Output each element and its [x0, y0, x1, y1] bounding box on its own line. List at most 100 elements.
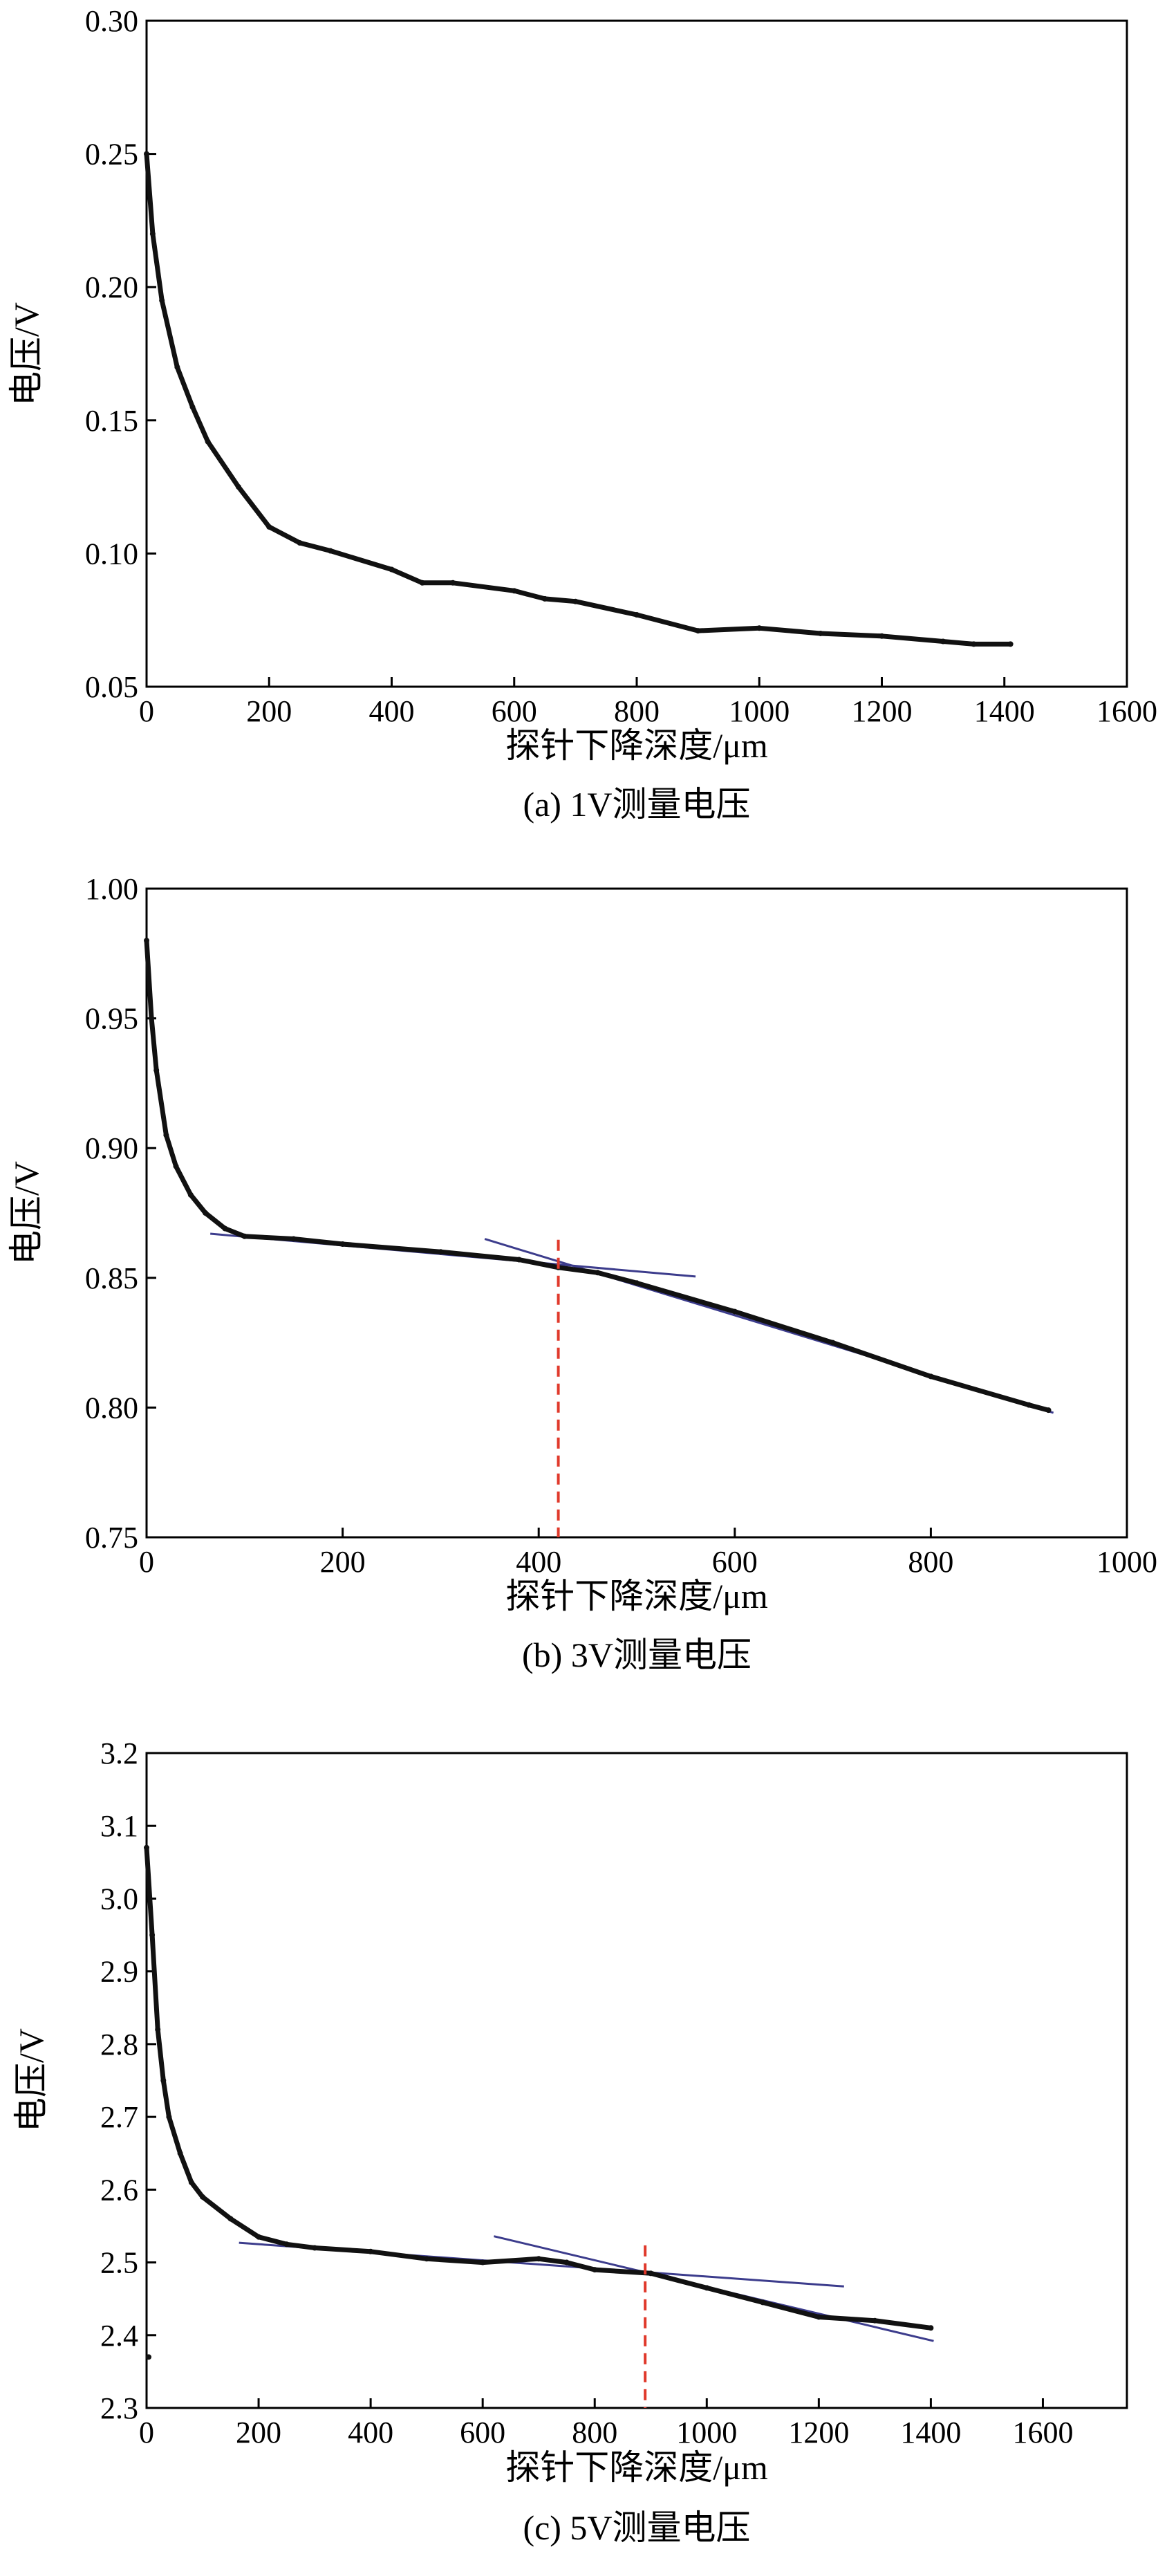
panel-c-x-tick-label: 1000: [676, 2416, 737, 2449]
panel-a-data-point: [159, 297, 165, 304]
panel-c-data-point: [155, 2026, 161, 2032]
panel-a-data-point: [756, 625, 763, 631]
panel-a-data-point: [189, 404, 196, 410]
panel-a-data-point: [266, 523, 272, 530]
panel-c-ylabel: 电压/V: [12, 2028, 50, 2132]
panel-c-x-tick-label: 0: [139, 2416, 154, 2449]
panel-a-data-point: [450, 580, 456, 586]
panel-b-data-point: [339, 1241, 346, 1248]
panel-b-x-tick-label: 200: [320, 1545, 366, 1579]
panel-c-y-tick-label: 2.3: [100, 2391, 138, 2425]
panel-a-x-tick-label: 1200: [852, 694, 913, 728]
panel-c-x-tick-label: 200: [236, 2416, 281, 2449]
panel-b-data-point: [830, 1340, 836, 1346]
panel-b-y-tick-label: 1.00: [85, 872, 138, 906]
panel-a-data-point: [572, 598, 579, 604]
panel-c-x-tick-label: 400: [348, 2416, 393, 2449]
panel-c-y-tick-label: 2.7: [100, 2100, 138, 2134]
panel-b-x-tick-label: 0: [139, 1545, 154, 1579]
panel-c-x-tick-label: 1200: [788, 2416, 849, 2449]
panel-a-series-line: [144, 151, 1014, 647]
panel-b-data-point: [144, 938, 149, 944]
panel-c-y-ticks: 2.3 2.4 2.5 2.6 2.7 2.8 2.9 3.0 3.1 3.2: [100, 1736, 156, 2425]
panel-c-data-point: [160, 2077, 167, 2084]
panel-a-y-ticks: 0.05 0.10 0.15 0.20 0.25 0.30: [85, 4, 156, 704]
panel-c-x-tick-label: 1600: [1012, 2416, 1073, 2449]
panel-a-ylabel: 电压/V: [7, 302, 46, 406]
panel-c-data-point: [227, 2216, 234, 2222]
panel-c-data-point: [872, 2317, 878, 2324]
panel-c-data-point: [648, 2270, 654, 2277]
panel-c-caption: (c) 5V测量电压: [523, 2508, 750, 2547]
panel-c-xlabel: 探针下降深度/μm: [505, 2448, 768, 2487]
panel-c-outlier-point: [146, 2354, 151, 2360]
panel-a-data-point: [149, 231, 156, 237]
panel-a-data-point: [419, 580, 425, 586]
panel-b-y-tick-label: 0.85: [85, 1261, 138, 1295]
panel-a-data-point: [634, 611, 640, 618]
panel-b-data-point: [241, 1233, 248, 1239]
panel-c-data-point: [312, 2245, 318, 2251]
panel-c-data-point: [368, 2248, 374, 2254]
panel-b-data-point: [1026, 1402, 1032, 1408]
panel-a: 0 200 400 600 800 1000 1200 1400 1600 0.050.100.…: [7, 4, 1157, 824]
panel-a-data-point: [205, 438, 211, 445]
panel-a-y-tick-label: 0.15: [85, 404, 138, 438]
panel-b-y-tick-label: 0.75: [85, 1521, 138, 1555]
panel-b-y-tick-label: 0.80: [85, 1391, 138, 1425]
panel-c-y-tick-label: 2.5: [100, 2246, 138, 2280]
panel-a-x-tick-label: 800: [614, 694, 660, 728]
panel-a-y-tick-label: 0.10: [85, 537, 138, 571]
panel-c-data-point: [563, 2259, 570, 2265]
panel-c-x-tick-label: 1400: [900, 2416, 961, 2449]
panel-b: 0 200 400 600 800 1000 0.75 0.80 0.85 0.90 0.95 1.…: [7, 872, 1157, 1674]
panel-c: 0 200 400 600 800 1000 1200 1400 1600 2.32.42.52…: [12, 1736, 1128, 2547]
panel-b-frame: [145, 887, 1128, 1539]
panel-b-data-point: [153, 1067, 160, 1073]
panel-c-data-point: [283, 2241, 290, 2248]
panel-c-data-point: [704, 2285, 710, 2291]
panel-b-data-point: [203, 1210, 209, 1216]
panel-a-x-tick-label: 1000: [729, 694, 790, 728]
panel-b-data-point: [173, 1163, 179, 1169]
panel-a-caption: (a) 1V测量电压: [523, 785, 750, 824]
panel-b-x-ticks: 0 200 400 600 800 1000: [139, 1528, 1157, 1579]
panel-a-data: [144, 151, 1014, 647]
panel-c-data-point: [424, 2256, 430, 2262]
panel-a-y-tick-label: 0.25: [85, 138, 138, 172]
panel-b-x-tick-label: 800: [908, 1545, 953, 1579]
panel-c-data-point: [928, 2325, 934, 2331]
panel-c-y-tick-label: 3.0: [100, 1882, 138, 1916]
panel-c-data-point: [188, 2179, 194, 2185]
panel-a-x-tick-label: 0: [139, 694, 154, 728]
panel-c-y-tick-label: 2.4: [100, 2319, 138, 2353]
panel-c-x-tick-label: 600: [460, 2416, 505, 2449]
panel-b-data-point: [187, 1192, 194, 1198]
panel-c-series-line: [144, 1845, 933, 2331]
panel-a-frame: [145, 19, 1128, 688]
panel-c-data-point: [166, 2114, 172, 2120]
panel-c-y-tick-label: 2.6: [100, 2173, 138, 2207]
panel-b-data-point: [595, 1270, 601, 1276]
panel-a-xlabel: 探针下降深度/μm: [505, 726, 768, 765]
panel-c-data-point: [760, 2299, 766, 2306]
panel-a-data-point: [817, 630, 823, 636]
panel-a-data-point: [235, 484, 241, 490]
panel-a-x-tick-label: 600: [492, 694, 537, 728]
panel-b-x-tick-label: 600: [712, 1545, 758, 1579]
panel-a-data-point: [695, 628, 701, 634]
panel-b-y-ticks: 0.75 0.80 0.85 0.90 0.95 1.00: [85, 872, 156, 1555]
panel-a-x-ticks: 0 200 400 600 800 1000 1200 1400 1600: [139, 677, 1157, 728]
panel-a-y-tick-label: 0.20: [85, 270, 138, 304]
panel-c-y-tick-label: 3.2: [100, 1736, 138, 1770]
panel-a-y-tick-label: 0.05: [85, 670, 138, 704]
panel-c-data-point: [256, 2234, 262, 2240]
panel-c-data-point: [149, 1932, 156, 1938]
panel-a-data-point: [971, 641, 977, 647]
panel-b-ylabel: 电压/V: [7, 1161, 46, 1265]
panel-b-data-point: [731, 1308, 738, 1315]
panel-b-data-point: [634, 1280, 640, 1286]
panel-a-data-point: [174, 364, 180, 370]
panel-c-data-point: [144, 1844, 149, 1851]
panel-c-y-tick-label: 2.8: [100, 2028, 138, 2061]
